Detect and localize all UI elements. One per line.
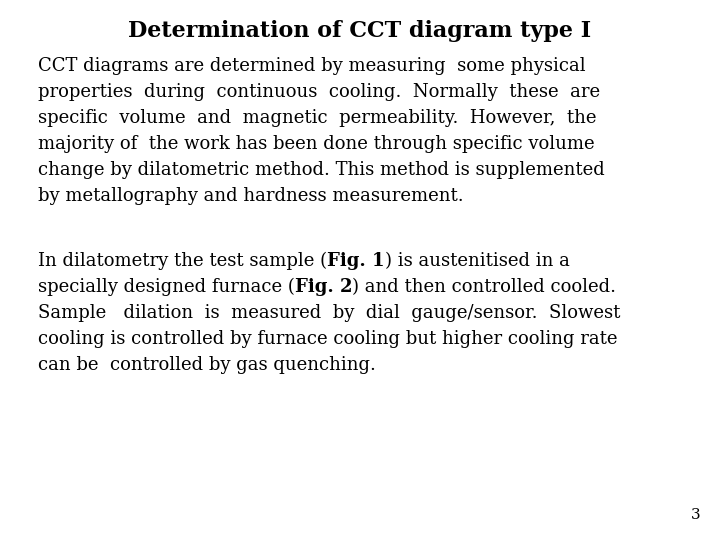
- Text: properties  during  continuous  cooling.  Normally  these  are: properties during continuous cooling. No…: [38, 83, 600, 101]
- Text: Fig. 2: Fig. 2: [295, 278, 352, 296]
- Text: Determination of CCT diagram type I: Determination of CCT diagram type I: [128, 20, 592, 42]
- Text: by metallography and hardness measurement.: by metallography and hardness measuremen…: [38, 187, 464, 205]
- Text: change by dilatometric method. This method is supplemented: change by dilatometric method. This meth…: [38, 161, 605, 179]
- Text: CCT diagrams are determined by measuring  some physical: CCT diagrams are determined by measuring…: [38, 57, 585, 75]
- Text: ) is austenitised in a: ) is austenitised in a: [384, 252, 570, 270]
- Text: can be  controlled by gas quenching.: can be controlled by gas quenching.: [38, 356, 376, 374]
- Text: Sample   dilation  is  measured  by  dial  gauge/sensor.  Slowest: Sample dilation is measured by dial gaug…: [38, 304, 621, 322]
- Text: specially designed furnace (: specially designed furnace (: [38, 278, 295, 296]
- Text: specific  volume  and  magnetic  permeability.  However,  the: specific volume and magnetic permeabilit…: [38, 109, 596, 127]
- Text: 3: 3: [690, 508, 700, 522]
- Text: majority of  the work has been done through specific volume: majority of the work has been done throu…: [38, 135, 595, 153]
- Text: In dilatometry the test sample (: In dilatometry the test sample (: [38, 252, 327, 270]
- Text: ) and then controlled cooled.: ) and then controlled cooled.: [352, 278, 616, 296]
- Text: Fig. 1: Fig. 1: [327, 252, 384, 270]
- Text: cooling is controlled by furnace cooling but higher cooling rate: cooling is controlled by furnace cooling…: [38, 330, 618, 348]
